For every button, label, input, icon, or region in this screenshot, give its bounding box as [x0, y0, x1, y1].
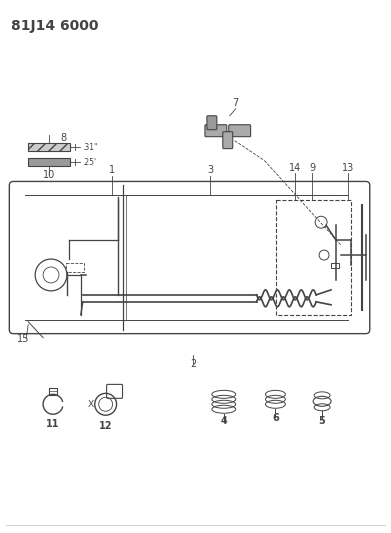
Text: 15: 15	[17, 334, 29, 344]
Text: 5: 5	[319, 416, 325, 426]
Text: 8: 8	[60, 133, 66, 143]
Text: 2: 2	[190, 359, 196, 369]
Text: .25': .25'	[82, 158, 96, 167]
FancyBboxPatch shape	[207, 116, 217, 130]
Text: 7: 7	[233, 98, 239, 108]
Text: 1: 1	[109, 165, 115, 175]
Text: 11: 11	[46, 419, 60, 429]
Text: 13: 13	[342, 163, 354, 173]
Bar	[28, 143, 70, 151]
FancyBboxPatch shape	[205, 125, 227, 136]
Text: 4: 4	[221, 416, 227, 426]
Bar	[331, 263, 339, 268]
Text: 81J14 6000: 81J14 6000	[11, 19, 99, 33]
Text: 14: 14	[289, 163, 301, 173]
Text: 12: 12	[99, 421, 112, 431]
Bar	[28, 158, 70, 166]
Text: .31": .31"	[82, 143, 97, 152]
Bar	[276, 200, 351, 315]
FancyBboxPatch shape	[223, 132, 233, 149]
Bar	[66, 263, 84, 272]
Bar	[49, 389, 57, 395]
Text: 3: 3	[207, 165, 213, 175]
Text: 9: 9	[309, 163, 315, 173]
Text: 6: 6	[272, 413, 279, 423]
Text: 10: 10	[43, 171, 55, 181]
FancyBboxPatch shape	[229, 125, 251, 136]
Text: X: X	[88, 400, 94, 409]
